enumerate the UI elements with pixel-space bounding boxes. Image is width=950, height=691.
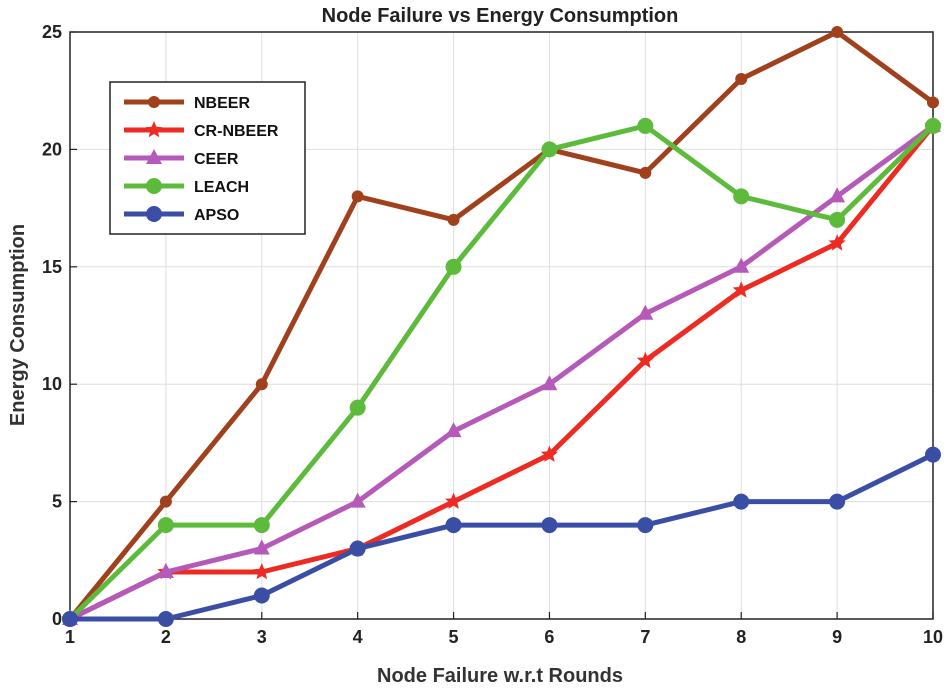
data-point-apso [349, 540, 366, 557]
data-point-ceer [829, 187, 846, 203]
x-tick-label: 2 [161, 627, 171, 647]
data-point-nbeer [831, 26, 844, 38]
plot-area-frame [69, 31, 934, 620]
data-point-apso [829, 493, 846, 510]
data-point-ceer [157, 563, 174, 579]
data-point-ceer [541, 375, 558, 391]
y-axis-label: Energy Consumption [7, 224, 29, 426]
data-point-cr-nbeer [636, 351, 654, 368]
data-point-leach [637, 117, 654, 134]
series-line-cr-nbeer [67, 123, 936, 622]
data-point-nbeer [639, 166, 652, 179]
y-tick-label: 0 [52, 609, 62, 629]
legend-marker-cr-nbeer [145, 121, 163, 138]
data-point-cr-nbeer [445, 492, 463, 509]
data-point-nbeer [159, 495, 172, 508]
data-point-cr-nbeer [253, 563, 271, 580]
axis-ticks: 1 2 3 4 5 6 7 8 9 10 0 5 10 15 20 25 [42, 22, 943, 647]
x-tick-label: 7 [640, 627, 650, 647]
data-point-cr-nbeer [540, 445, 558, 462]
x-tick-label: 8 [736, 627, 746, 647]
x-tick-label: 4 [353, 627, 363, 647]
legend: NBEER CR-NBEER CEER LEACH APSO [109, 81, 306, 235]
data-point-ceer [445, 422, 462, 438]
data-point-apso [62, 611, 78, 627]
x-tick-label: 3 [257, 627, 267, 647]
data-point-apso [253, 587, 270, 604]
data-point-ceer [733, 257, 750, 273]
x-tick-label: 9 [832, 627, 842, 647]
data-point-apso [541, 517, 558, 534]
x-tick-label: 1 [65, 627, 75, 647]
data-point-nbeer [351, 190, 364, 203]
legend-label-leach: LEACH [194, 179, 249, 196]
data-point-ceer [637, 304, 654, 320]
data-point-leach [157, 517, 174, 534]
chart-title: Node Failure vs Energy Consumption [322, 5, 679, 27]
data-point-nbeer [735, 72, 748, 85]
y-tick-label: 5 [52, 492, 62, 512]
data-point-cr-nbeer [828, 234, 846, 251]
legend-marker-nbeer [148, 96, 160, 108]
y-tick-label: 15 [42, 257, 62, 277]
data-point-leach [541, 141, 558, 158]
data-point-apso [157, 611, 174, 627]
data-point-ceer [253, 539, 270, 555]
y-tick-label: 20 [42, 139, 62, 159]
data-point-leach [925, 117, 941, 134]
legend-label-nbeer: NBEER [194, 95, 250, 112]
series-line-apso [67, 452, 936, 622]
data-point-leach [829, 211, 846, 228]
data-point-apso [637, 517, 654, 534]
data-point-leach [445, 258, 462, 275]
data-point-leach [733, 188, 750, 205]
series-layer [61, 26, 942, 627]
data-point-ceer [349, 492, 366, 508]
x-tick-label: 5 [449, 627, 459, 647]
y-tick-label: 10 [42, 374, 62, 394]
x-tick-label: 10 [923, 627, 943, 647]
data-point-leach [349, 399, 366, 416]
legend-label-cr-nbeer: CR-NBEER [194, 123, 279, 140]
series-line-leach [67, 123, 936, 622]
data-point-apso [733, 493, 750, 510]
data-point-nbeer [255, 378, 268, 391]
legend-marker-ceer [146, 149, 162, 164]
x-axis-label: Node Failure w.r.t Rounds [377, 665, 623, 687]
legend-label-ceer: CEER [194, 151, 239, 168]
legend-label-apso: APSO [194, 207, 239, 224]
legend-marker-leach [146, 178, 162, 194]
data-point-leach [253, 517, 270, 534]
series-line-nbeer [67, 29, 936, 622]
data-point-apso [925, 446, 941, 463]
legend-marker-apso [146, 206, 162, 222]
data-point-nbeer [447, 213, 460, 226]
series-line-ceer [67, 123, 936, 622]
y-tick-label: 25 [42, 22, 62, 42]
data-point-nbeer [927, 96, 939, 109]
data-point-apso [445, 517, 462, 534]
data-point-cr-nbeer [732, 281, 750, 298]
x-tick-label: 6 [544, 627, 554, 647]
